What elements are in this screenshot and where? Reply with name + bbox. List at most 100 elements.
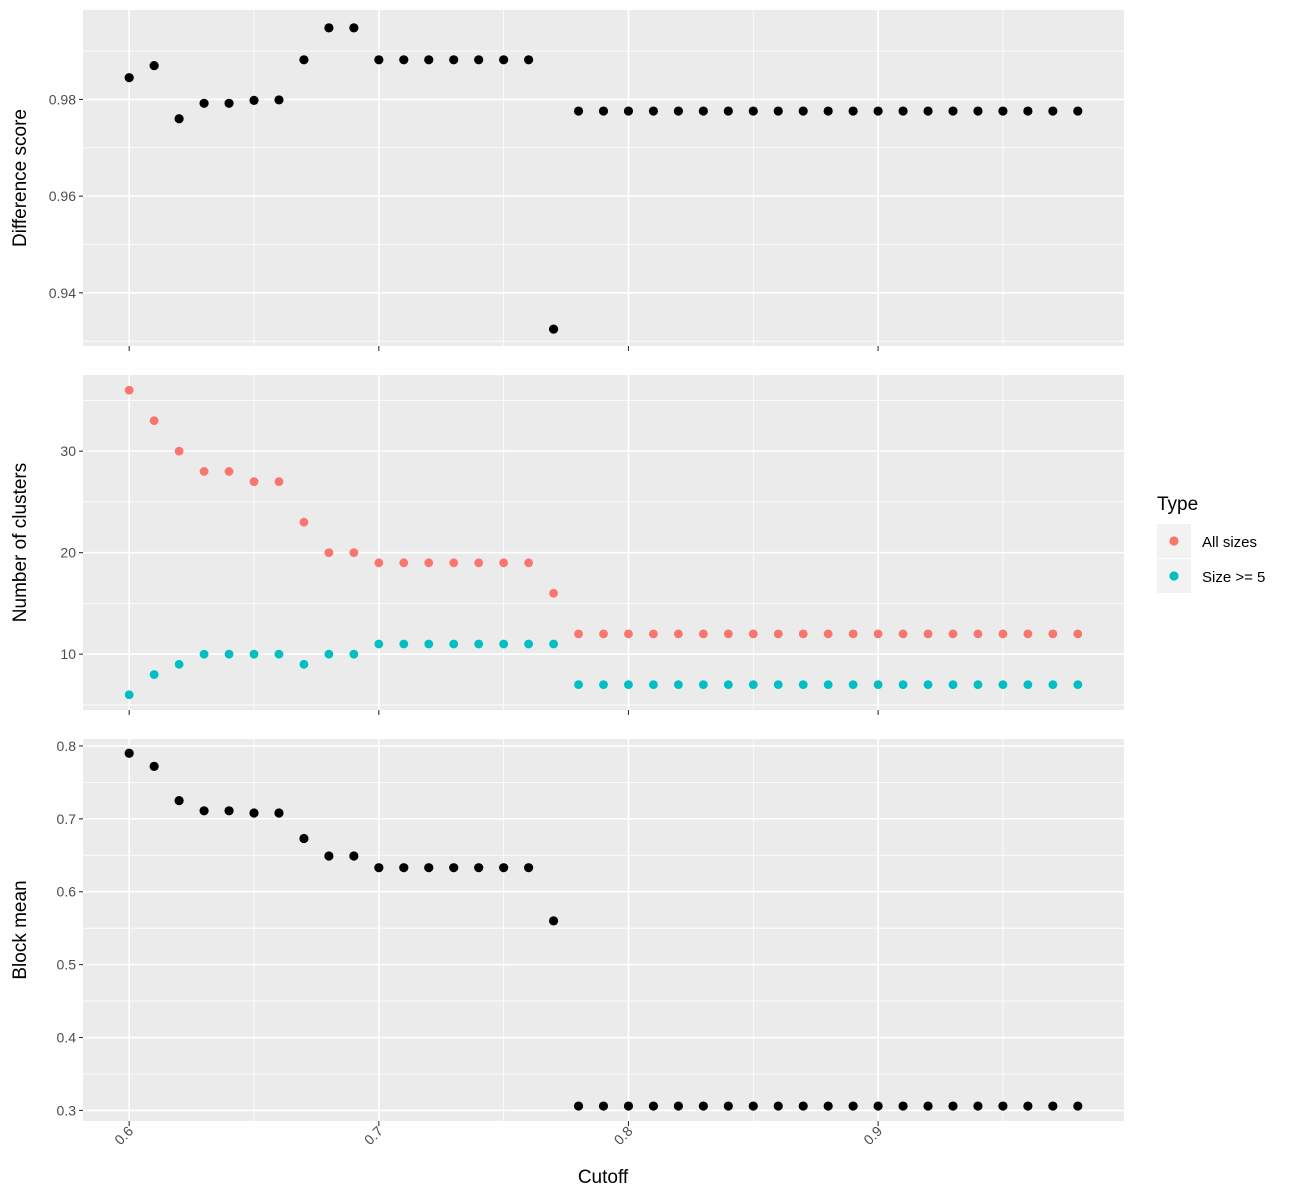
data-point (524, 639, 534, 649)
data-point (174, 659, 184, 669)
data-point (1023, 629, 1033, 639)
data-point (399, 558, 409, 568)
data-point (449, 558, 459, 568)
data-point (823, 629, 833, 639)
data-point (848, 629, 858, 639)
data-point (698, 629, 708, 639)
data-point (549, 639, 558, 649)
y-tick-label: 0.98 (49, 91, 76, 107)
data-point (524, 55, 534, 65)
data-point (548, 916, 559, 926)
y-tick-label: 0.94 (49, 285, 76, 301)
series-1-1 (124, 23, 1083, 334)
data-point (648, 1101, 659, 1111)
data-point (798, 1101, 808, 1111)
data-point (598, 106, 609, 116)
data-point (474, 55, 484, 65)
data-point (499, 55, 509, 65)
legend-dot-all-sizes (1169, 536, 1179, 546)
data-point (673, 1101, 683, 1111)
data-point (1048, 1101, 1058, 1111)
data-point (823, 106, 833, 116)
data-point (648, 106, 659, 116)
data-point (698, 680, 708, 690)
data-point (748, 1101, 758, 1111)
data-point (798, 680, 808, 690)
data-point (599, 629, 608, 639)
x-tick-labels: 0.6 0.7 0.8 0.9 (111, 1123, 885, 1148)
data-point (673, 680, 683, 690)
data-point (873, 106, 883, 116)
data-point (149, 670, 159, 679)
data-point (923, 629, 933, 639)
y-tick-label: 10 (60, 646, 76, 662)
data-point (349, 851, 359, 861)
x-tick-label: 0.9 (860, 1123, 885, 1148)
data-point (923, 1101, 933, 1111)
data-point (149, 416, 159, 426)
data-point (124, 385, 134, 395)
data-point (274, 649, 284, 659)
data-point (773, 106, 783, 116)
data-point (424, 639, 434, 649)
data-point (349, 548, 359, 558)
data-point (274, 95, 284, 105)
y-tick-label: 0.5 (57, 957, 77, 973)
data-point (748, 106, 758, 116)
data-point (1048, 106, 1058, 116)
data-point (573, 106, 584, 116)
y-tick-label: 0.7 (57, 811, 77, 827)
data-point (723, 680, 733, 690)
data-point (324, 649, 334, 659)
legend-label-size-ge-5: Size >= 5 (1202, 569, 1265, 586)
data-point (823, 1101, 833, 1111)
data-point (524, 558, 534, 568)
data-point (573, 1101, 584, 1111)
data-point (199, 98, 209, 108)
data-point (299, 517, 309, 527)
data-point (349, 23, 359, 33)
data-point (374, 55, 384, 65)
data-point (274, 808, 284, 818)
y-tick-label: 0.96 (49, 188, 76, 204)
data-point (873, 629, 883, 639)
data-point (973, 1101, 983, 1111)
data-point (798, 106, 808, 116)
data-point (598, 1101, 609, 1111)
data-point (1073, 680, 1083, 690)
data-point (998, 680, 1008, 690)
data-point (499, 639, 509, 649)
y-tick-label: 0.8 (57, 738, 77, 754)
series-3-1 (124, 748, 1083, 1111)
data-point (574, 629, 583, 639)
data-point (673, 106, 683, 116)
data-point (474, 863, 484, 873)
legend-label-all-sizes: All sizes (1202, 534, 1257, 551)
y-tick-label: 0.4 (57, 1030, 77, 1046)
data-point (1023, 680, 1033, 690)
data-point (349, 649, 359, 659)
x-tick-label: 0.8 (611, 1123, 636, 1148)
data-point (374, 863, 384, 873)
data-point (948, 680, 958, 690)
data-point (624, 629, 633, 639)
data-point (748, 629, 758, 639)
data-point (424, 863, 434, 873)
y-axis-title: Difference score (10, 109, 31, 247)
data-point (848, 680, 858, 690)
data-point (973, 680, 983, 690)
data-point (848, 106, 858, 116)
data-point (474, 558, 484, 568)
data-point (623, 1101, 634, 1111)
data-point (224, 649, 234, 659)
data-point (998, 106, 1008, 116)
data-point (299, 55, 309, 65)
data-point (199, 467, 209, 476)
panel-1: 0.94 0.96 0.98 Difference score (10, 10, 1124, 351)
data-point (174, 796, 184, 806)
legend-entry-size-ge-5: Size >= 5 (1157, 559, 1265, 593)
data-point (998, 629, 1008, 639)
data-point (948, 1101, 958, 1111)
data-point (174, 114, 184, 124)
data-point (499, 558, 509, 568)
